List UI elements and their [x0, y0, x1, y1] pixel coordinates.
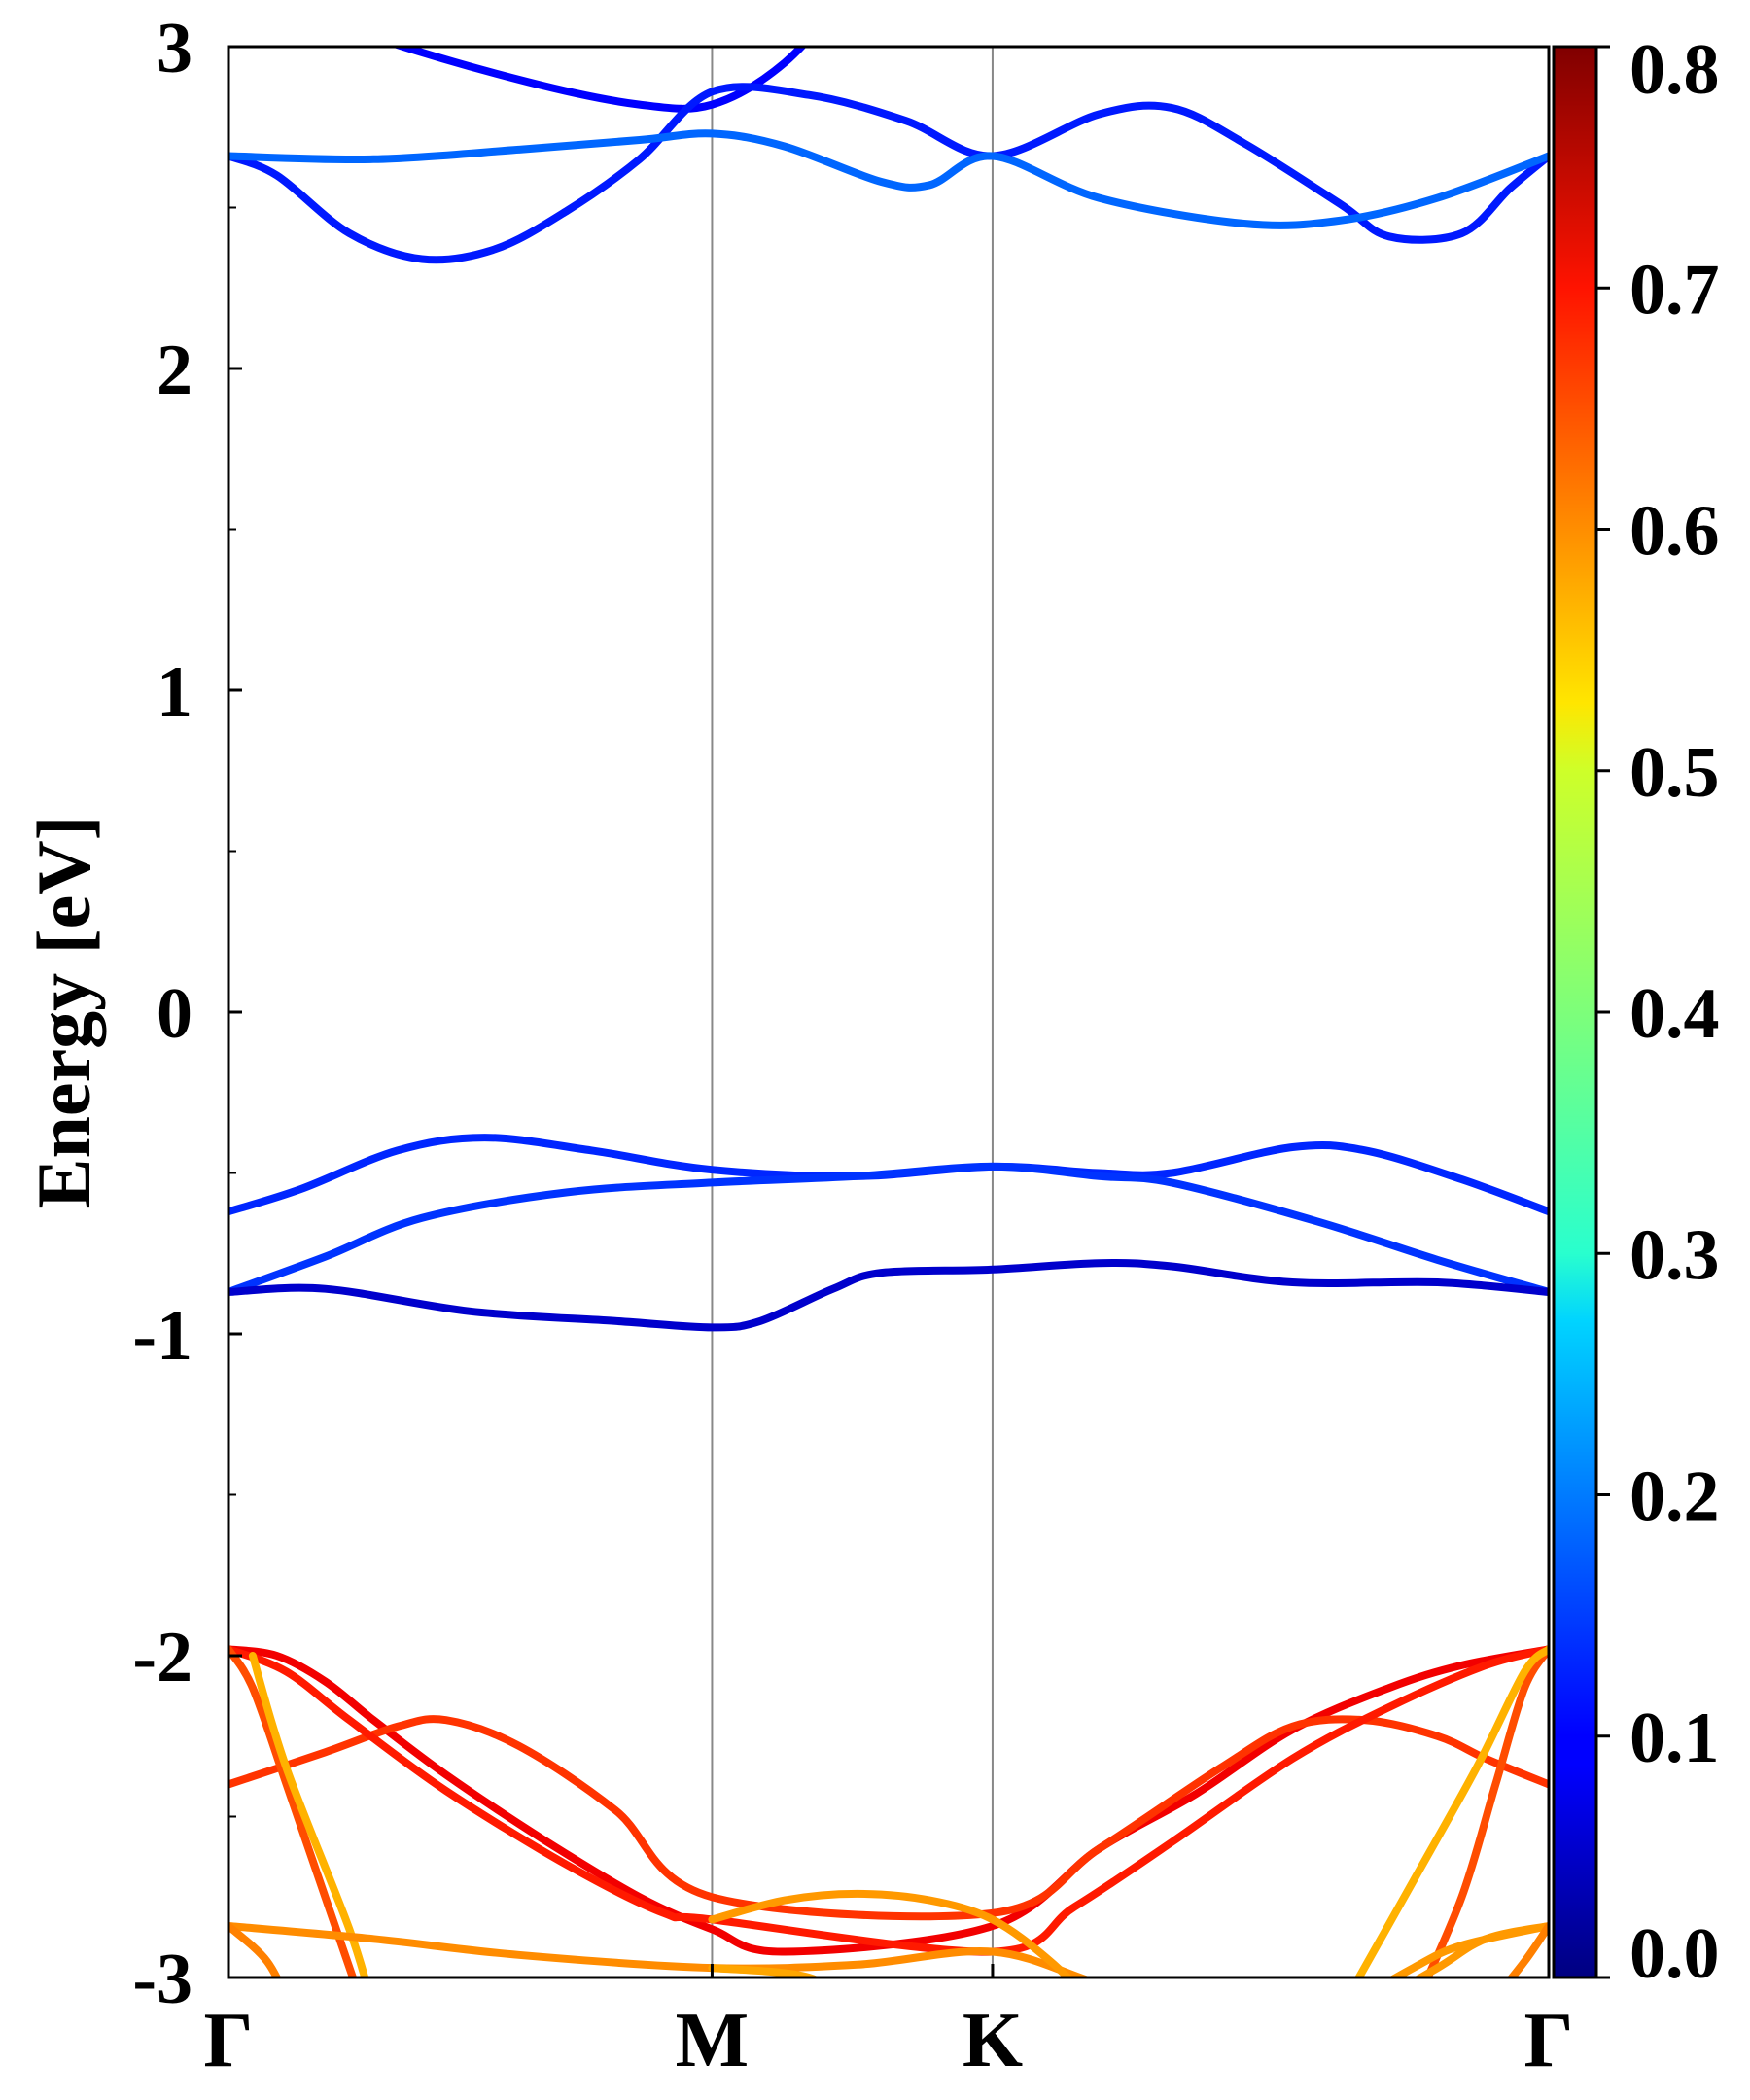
- band-line-2: [228, 129, 1549, 229]
- x-tick-label: Γ: [204, 1998, 254, 2083]
- band-line-0: [390, 47, 807, 113]
- colorbar-tick-label: 0.8: [1629, 30, 1720, 110]
- y-tick-label: -2: [132, 1618, 192, 1698]
- y-tick-label: 3: [157, 9, 192, 88]
- band-line-10: [1423, 1645, 1549, 1978]
- x-tick-label: K: [962, 1998, 1023, 2083]
- y-axis: -3 -2 -1 0 1 2 3: [132, 9, 242, 2019]
- y-tick-label: 2: [157, 331, 192, 410]
- band-line-11: [248, 1652, 369, 1978]
- band-line-6: [228, 1645, 1549, 1956]
- y-tick-label: -1: [132, 1296, 192, 1376]
- x-tick-label: M: [676, 1998, 750, 2083]
- band-line-15: [1413, 1922, 1549, 1978]
- high-symmetry-lines: [711, 47, 994, 1978]
- band-line-18: [1507, 1922, 1549, 1978]
- band-line-8: [228, 1645, 1549, 1956]
- y-tick-label: -3: [132, 1940, 192, 2019]
- band-line-5: [228, 1258, 1549, 1332]
- colorbar-tick-label: 0.4: [1629, 974, 1720, 1054]
- band-line-9: [228, 1645, 358, 1978]
- y-tick-label: 1: [157, 652, 192, 732]
- x-tick-label: Γ: [1524, 1998, 1574, 2083]
- band-line-1: [228, 83, 1549, 264]
- colorbar: [1552, 45, 1598, 1979]
- band-line-12: [1354, 1645, 1549, 1978]
- band-lines: [228, 47, 1549, 1978]
- colorbar-tick-label: 0.2: [1629, 1457, 1720, 1537]
- band-line-7: [228, 1715, 1549, 1921]
- y-tick-label: 0: [157, 974, 192, 1054]
- y-axis-label: Energy [eV]: [21, 815, 106, 1208]
- band-line-16: [708, 1889, 1074, 1978]
- band-line-17: [228, 1922, 282, 1978]
- colorbar-tick-label: 0.5: [1629, 733, 1720, 813]
- colorbar-ticks: 0.0 0.1 0.2 0.3 0.4 0.5 0.6 0.7 0.8: [1596, 30, 1720, 1994]
- colorbar-tick-label: 0.1: [1629, 1698, 1720, 1778]
- band-line-4: [228, 1162, 1549, 1296]
- colorbar-tick-label: 0.0: [1629, 1914, 1720, 1994]
- colorbar-tick-label: 0.7: [1629, 250, 1720, 330]
- colorbar-tick-label: 0.6: [1629, 492, 1720, 572]
- plot-frame: [227, 45, 1551, 1979]
- colorbar-tick-label: 0.3: [1629, 1215, 1720, 1295]
